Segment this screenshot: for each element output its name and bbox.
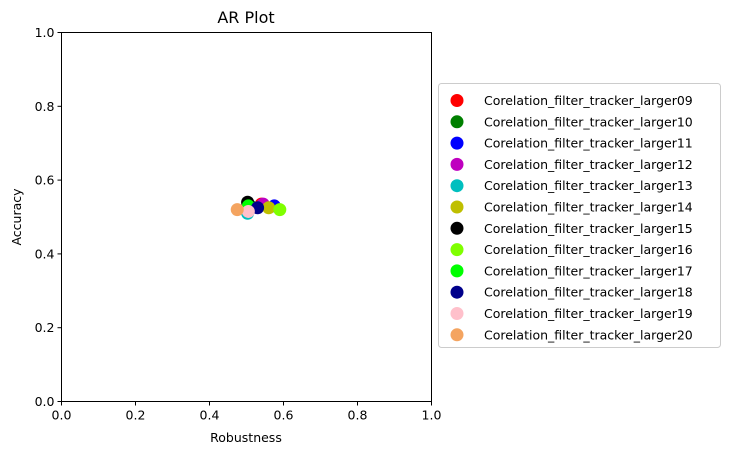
x-tick-label: 0.0 <box>52 408 72 423</box>
legend-marker <box>450 328 464 342</box>
legend-label: Corelation_filter_tracker_larger14 <box>484 200 693 215</box>
legend-label: Corelation_filter_tracker_larger09 <box>484 93 693 108</box>
data-point <box>230 203 244 217</box>
y-tick-label: 0.2 <box>35 320 55 335</box>
legend-label: Corelation_filter_tracker_larger19 <box>484 306 693 321</box>
y-tick-label: 0.0 <box>35 394 55 409</box>
legend-label: Corelation_filter_tracker_larger11 <box>484 136 693 151</box>
legend-label: Corelation_filter_tracker_larger16 <box>484 242 693 257</box>
legend-box <box>438 83 721 348</box>
legend-marker <box>450 136 464 150</box>
legend-marker <box>450 307 464 320</box>
y-tick-label: 0.6 <box>35 173 55 188</box>
x-tick-label: 0.2 <box>126 408 146 423</box>
legend-marker <box>450 285 464 299</box>
data-point <box>262 201 276 215</box>
legend-label: Corelation_filter_tracker_larger15 <box>484 221 693 236</box>
data-point <box>273 203 287 217</box>
x-axis-ticks: 0.0 0.2 0.4 0.6 0.8 1.0 <box>52 401 442 423</box>
legend-marker <box>450 94 464 107</box>
legend-marker <box>450 115 464 129</box>
x-tick-label: 0.8 <box>348 408 368 423</box>
data-point <box>241 204 255 218</box>
legend-label: Corelation_filter_tracker_larger12 <box>484 157 693 172</box>
legend-marker <box>450 179 464 193</box>
legend-marker <box>450 221 464 235</box>
legend-label: Corelation_filter_tracker_larger20 <box>484 327 693 342</box>
x-axis-label: Robustness <box>210 430 282 445</box>
legend-label: Corelation_filter_tracker_larger13 <box>484 178 693 193</box>
y-axis-ticks: 0.0 0.2 0.4 0.6 0.8 1.0 <box>35 25 62 409</box>
legend-marker <box>450 200 464 214</box>
x-tick-label: 0.4 <box>200 408 220 423</box>
y-axis-label: Accuracy <box>9 188 24 246</box>
legend-marker <box>450 157 464 171</box>
y-tick-label: 1.0 <box>35 25 55 40</box>
y-tick-label: 0.8 <box>35 99 55 114</box>
legend-label: Corelation_filter_tracker_larger17 <box>484 263 693 278</box>
legend-marker <box>450 264 464 278</box>
x-tick-label: 0.6 <box>274 408 294 423</box>
x-tick-label: 1.0 <box>422 408 442 423</box>
legend-label: Corelation_filter_tracker_larger18 <box>484 285 693 300</box>
chart-title: AR Plot <box>217 8 274 27</box>
y-tick-label: 0.4 <box>35 246 55 261</box>
scatter-points <box>230 195 287 220</box>
legend: Corelation_filter_tracker_larger09 Corela… <box>438 83 721 348</box>
legend-marker <box>450 243 464 257</box>
legend-label: Corelation_filter_tracker_larger10 <box>484 114 693 129</box>
